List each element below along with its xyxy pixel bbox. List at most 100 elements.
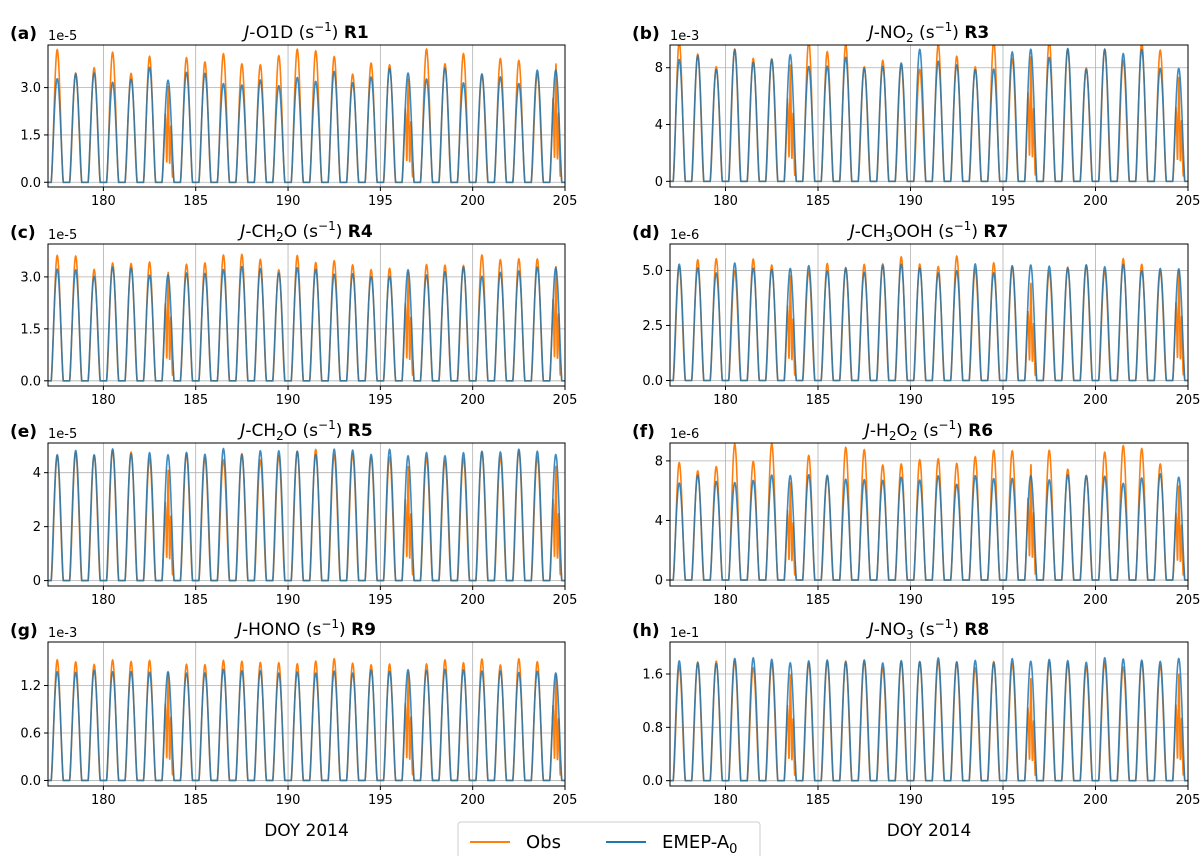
x-tick-label: 190 bbox=[276, 393, 301, 408]
x-tick-label: 200 bbox=[460, 194, 485, 209]
panel-d: 180 185 190 195 200 205 0.0 2.5 5.0 1e-6 (d) J-CH3O… bbox=[632, 219, 1200, 408]
y-exponent-label: 1e-3 bbox=[48, 626, 77, 641]
x-tick-label: 190 bbox=[276, 593, 301, 608]
y-tick-label: 5.0 bbox=[642, 264, 663, 279]
axes-frame bbox=[669, 641, 1189, 787]
x-tick-label: 190 bbox=[276, 194, 301, 209]
y-tick-label: 0.0 bbox=[642, 374, 663, 389]
y-tick-label: 8 bbox=[655, 454, 663, 469]
x-axis-label: DOY 2014 bbox=[887, 821, 972, 841]
x-tick-label: 200 bbox=[1083, 793, 1108, 808]
x-tick-label: 185 bbox=[806, 793, 831, 808]
x-tick-label: 205 bbox=[553, 793, 578, 808]
x-tick-label: 205 bbox=[553, 393, 578, 408]
series-line-emep bbox=[670, 262, 1188, 382]
y-tick-label: 4 bbox=[33, 466, 41, 481]
panel-letter: (e) bbox=[10, 422, 37, 442]
x-tick-label: 205 bbox=[1176, 593, 1201, 608]
y-tick-label: 2 bbox=[33, 520, 41, 535]
panel-title: J-NO2 (s−1) R3 bbox=[866, 20, 989, 45]
x-axis-label: DOY 2014 bbox=[264, 821, 349, 841]
panel-letter: (g) bbox=[10, 621, 38, 641]
series-line-emep bbox=[670, 656, 1188, 782]
panel-letter: (b) bbox=[632, 24, 660, 44]
axes-frame bbox=[669, 44, 1189, 188]
series-line-emep bbox=[670, 472, 1188, 581]
x-tick-label: 180 bbox=[713, 593, 738, 608]
panel-title: J-CH3OOH (s−1) R7 bbox=[847, 219, 1009, 244]
y-exponent-label: 1e-5 bbox=[48, 427, 77, 442]
x-tick-label: 200 bbox=[460, 793, 485, 808]
axes-frame bbox=[47, 243, 566, 387]
panel-title: J-NO3 (s−1) R8 bbox=[866, 617, 989, 642]
x-tick-label: 195 bbox=[991, 393, 1016, 408]
series-line-emep bbox=[48, 66, 565, 184]
axes-frame bbox=[669, 243, 1189, 387]
x-tick-label: 180 bbox=[91, 194, 116, 209]
panel-letter: (c) bbox=[10, 223, 36, 243]
x-tick-label: 180 bbox=[91, 593, 116, 608]
y-tick-label: 1.5 bbox=[20, 128, 41, 143]
legend-label-obs: Obs bbox=[526, 832, 561, 853]
panel-f: 180 185 190 195 200 205 0 4 8 1e-6 (f) J-H2O2 (s−1)… bbox=[632, 418, 1200, 608]
panel-g: 180 185 190 195 200 205 0.0 0.6 1.2 1e-3 (g) J-HONO… bbox=[10, 617, 577, 841]
y-tick-label: 3.0 bbox=[20, 81, 41, 96]
y-tick-label: 1.5 bbox=[20, 322, 41, 337]
y-exponent-label: 1e-6 bbox=[670, 427, 699, 442]
x-tick-label: 205 bbox=[553, 593, 578, 608]
x-tick-label: 190 bbox=[276, 793, 301, 808]
x-tick-label: 205 bbox=[1176, 793, 1201, 808]
y-tick-label: 3.0 bbox=[20, 270, 41, 285]
panel-title: J-CH2O (s−1) R4 bbox=[237, 219, 373, 244]
series-line-emep bbox=[48, 265, 565, 382]
x-tick-label: 205 bbox=[553, 194, 578, 209]
x-tick-label: 185 bbox=[183, 593, 208, 608]
x-tick-label: 185 bbox=[183, 793, 208, 808]
x-tick-label: 190 bbox=[898, 393, 923, 408]
y-tick-label: 0.0 bbox=[642, 774, 663, 789]
panel-letter: (a) bbox=[10, 24, 37, 44]
y-tick-label: 4 bbox=[655, 118, 663, 133]
x-tick-label: 200 bbox=[460, 593, 485, 608]
y-exponent-label: 1e-3 bbox=[670, 29, 699, 44]
panel-title: J-H2O2 (s−1) R6 bbox=[862, 418, 993, 443]
panel-title: J-HONO (s−1) R9 bbox=[234, 617, 376, 640]
x-tick-label: 185 bbox=[183, 194, 208, 209]
series-line-emep bbox=[48, 447, 565, 582]
y-tick-label: 0.6 bbox=[20, 726, 41, 741]
x-tick-label: 205 bbox=[1176, 393, 1201, 408]
axes-frame bbox=[47, 641, 566, 787]
y-tick-label: 0.8 bbox=[642, 721, 663, 736]
panel-letter: (d) bbox=[632, 223, 660, 243]
x-tick-label: 185 bbox=[183, 393, 208, 408]
x-tick-label: 195 bbox=[368, 593, 393, 608]
y-tick-label: 0 bbox=[655, 574, 663, 589]
y-tick-label: 0 bbox=[655, 175, 663, 190]
y-tick-label: 0 bbox=[33, 574, 41, 589]
panel-letter: (f) bbox=[632, 422, 655, 442]
x-tick-label: 190 bbox=[898, 194, 923, 209]
y-tick-label: 8 bbox=[655, 61, 663, 76]
axes-frame bbox=[47, 44, 566, 188]
x-tick-label: 205 bbox=[1176, 194, 1201, 209]
panel-e: 180 185 190 195 200 205 0 2 4 1e-5 (e) J-CH2O (s−1)… bbox=[10, 418, 577, 608]
x-tick-label: 180 bbox=[713, 793, 738, 808]
x-tick-label: 195 bbox=[368, 793, 393, 808]
x-tick-label: 200 bbox=[1083, 393, 1108, 408]
x-tick-label: 185 bbox=[806, 593, 831, 608]
x-tick-label: 180 bbox=[713, 194, 738, 209]
legend: Obs EMEP-A0 bbox=[457, 821, 761, 860]
panel-b: 180 185 190 195 200 205 0 4 8 1e-3 (b) J-NO2 (s−1) … bbox=[632, 20, 1200, 209]
x-tick-label: 185 bbox=[806, 393, 831, 408]
panel-h: 180 185 190 195 200 205 0.0 0.8 1.6 1e-1 (h) J-NO3 … bbox=[632, 617, 1200, 841]
legend-label-emep: EMEP-A0 bbox=[662, 832, 737, 856]
y-tick-label: 0.0 bbox=[20, 176, 41, 191]
panel-letter: (h) bbox=[632, 621, 660, 641]
y-exponent-label: 1e-5 bbox=[48, 228, 77, 243]
panel-title: J-CH2O (s−1) R5 bbox=[237, 418, 372, 443]
x-tick-label: 200 bbox=[1083, 593, 1108, 608]
x-tick-label: 180 bbox=[713, 393, 738, 408]
x-tick-label: 195 bbox=[368, 393, 393, 408]
y-tick-label: 0.0 bbox=[20, 774, 41, 789]
